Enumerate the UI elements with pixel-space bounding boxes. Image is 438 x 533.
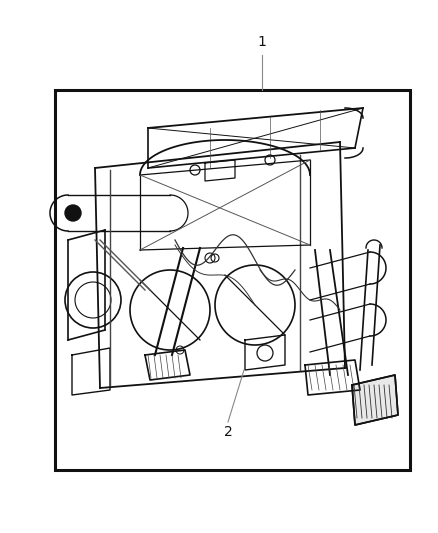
Text: 1: 1 (258, 35, 266, 49)
Bar (55, 90, 410, 470)
Circle shape (65, 205, 81, 221)
Text: 2: 2 (224, 425, 233, 439)
Polygon shape (352, 375, 398, 425)
